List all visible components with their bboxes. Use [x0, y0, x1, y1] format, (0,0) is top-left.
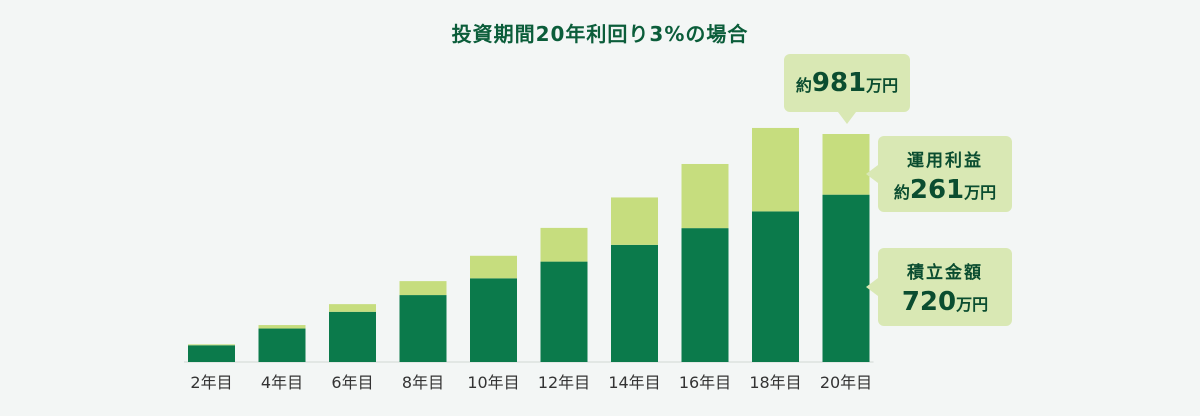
bar-profit-6年目	[329, 304, 376, 312]
total-callout: 約981万円	[784, 54, 910, 124]
bar-profit-14年目	[611, 197, 658, 245]
x-tick-label: 16年目	[679, 373, 731, 392]
bar-principal-4年目	[258, 328, 306, 362]
bar-profit-18年目	[752, 127, 799, 212]
principal-callout: 積立金額 720万円	[866, 248, 1012, 326]
total-value: 981	[811, 68, 867, 98]
x-tick-label: 2年目	[190, 373, 232, 392]
bar-profit-12年目	[540, 227, 588, 262]
bar-profit-4年目	[258, 325, 306, 329]
bar-principal-14年目	[611, 244, 658, 362]
x-tick-label: 12年目	[538, 373, 590, 392]
total-prefix: 約	[795, 76, 812, 95]
bar-principal-20年目	[822, 194, 870, 362]
bar-principal-8年目	[399, 295, 447, 362]
total-unit: 万円	[866, 76, 899, 95]
chart-title: 投資期間20年利回り3%の場合	[451, 22, 749, 46]
bar-profit-2年目	[188, 344, 235, 346]
x-tick-label: 6年目	[331, 373, 373, 392]
x-tick-label: 14年目	[608, 373, 660, 392]
bar-profit-20年目	[822, 134, 870, 195]
profit-prefix: 約	[893, 183, 910, 202]
bar-principal-16年目	[681, 228, 729, 362]
bar-principal-18年目	[752, 211, 799, 362]
bar-principal-10年目	[470, 278, 517, 362]
bar-principal-2年目	[188, 345, 235, 362]
bar-profit-16年目	[681, 163, 729, 229]
bar-profit-8年目	[399, 281, 447, 296]
profit-unit: 万円	[964, 183, 997, 202]
bar-profit-10年目	[470, 255, 517, 279]
bar-principal-12年目	[540, 261, 588, 362]
x-tick-label: 4年目	[261, 373, 303, 392]
x-tick-label: 20年目	[820, 373, 872, 392]
principal-label: 積立金額	[907, 263, 983, 283]
bar-principal-6年目	[329, 311, 376, 362]
x-tick-label: 10年目	[467, 373, 519, 392]
x-tick-label: 18年目	[749, 373, 801, 392]
x-tick-label: 8年目	[402, 373, 444, 392]
profit-callout: 運用利益 約261万円	[866, 136, 1012, 212]
principal-unit: 万円	[956, 295, 989, 314]
profit-value: 261	[909, 175, 965, 205]
profit-label: 運用利益	[907, 151, 983, 171]
principal-value: 720	[901, 287, 957, 317]
